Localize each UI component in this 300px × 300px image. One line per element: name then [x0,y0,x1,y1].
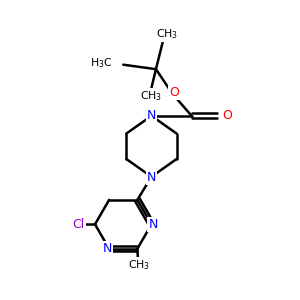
Text: CH$_3$: CH$_3$ [156,27,178,41]
Text: N: N [103,242,112,255]
Text: Cl: Cl [73,218,85,231]
Text: O: O [169,85,179,98]
Text: O: O [222,109,232,122]
Text: H$_3$C: H$_3$C [90,56,113,70]
Text: N: N [148,218,158,231]
Text: CH$_3$: CH$_3$ [140,89,163,103]
Text: N: N [147,109,156,122]
Text: N: N [147,171,156,184]
Text: CH$_3$: CH$_3$ [128,258,150,272]
